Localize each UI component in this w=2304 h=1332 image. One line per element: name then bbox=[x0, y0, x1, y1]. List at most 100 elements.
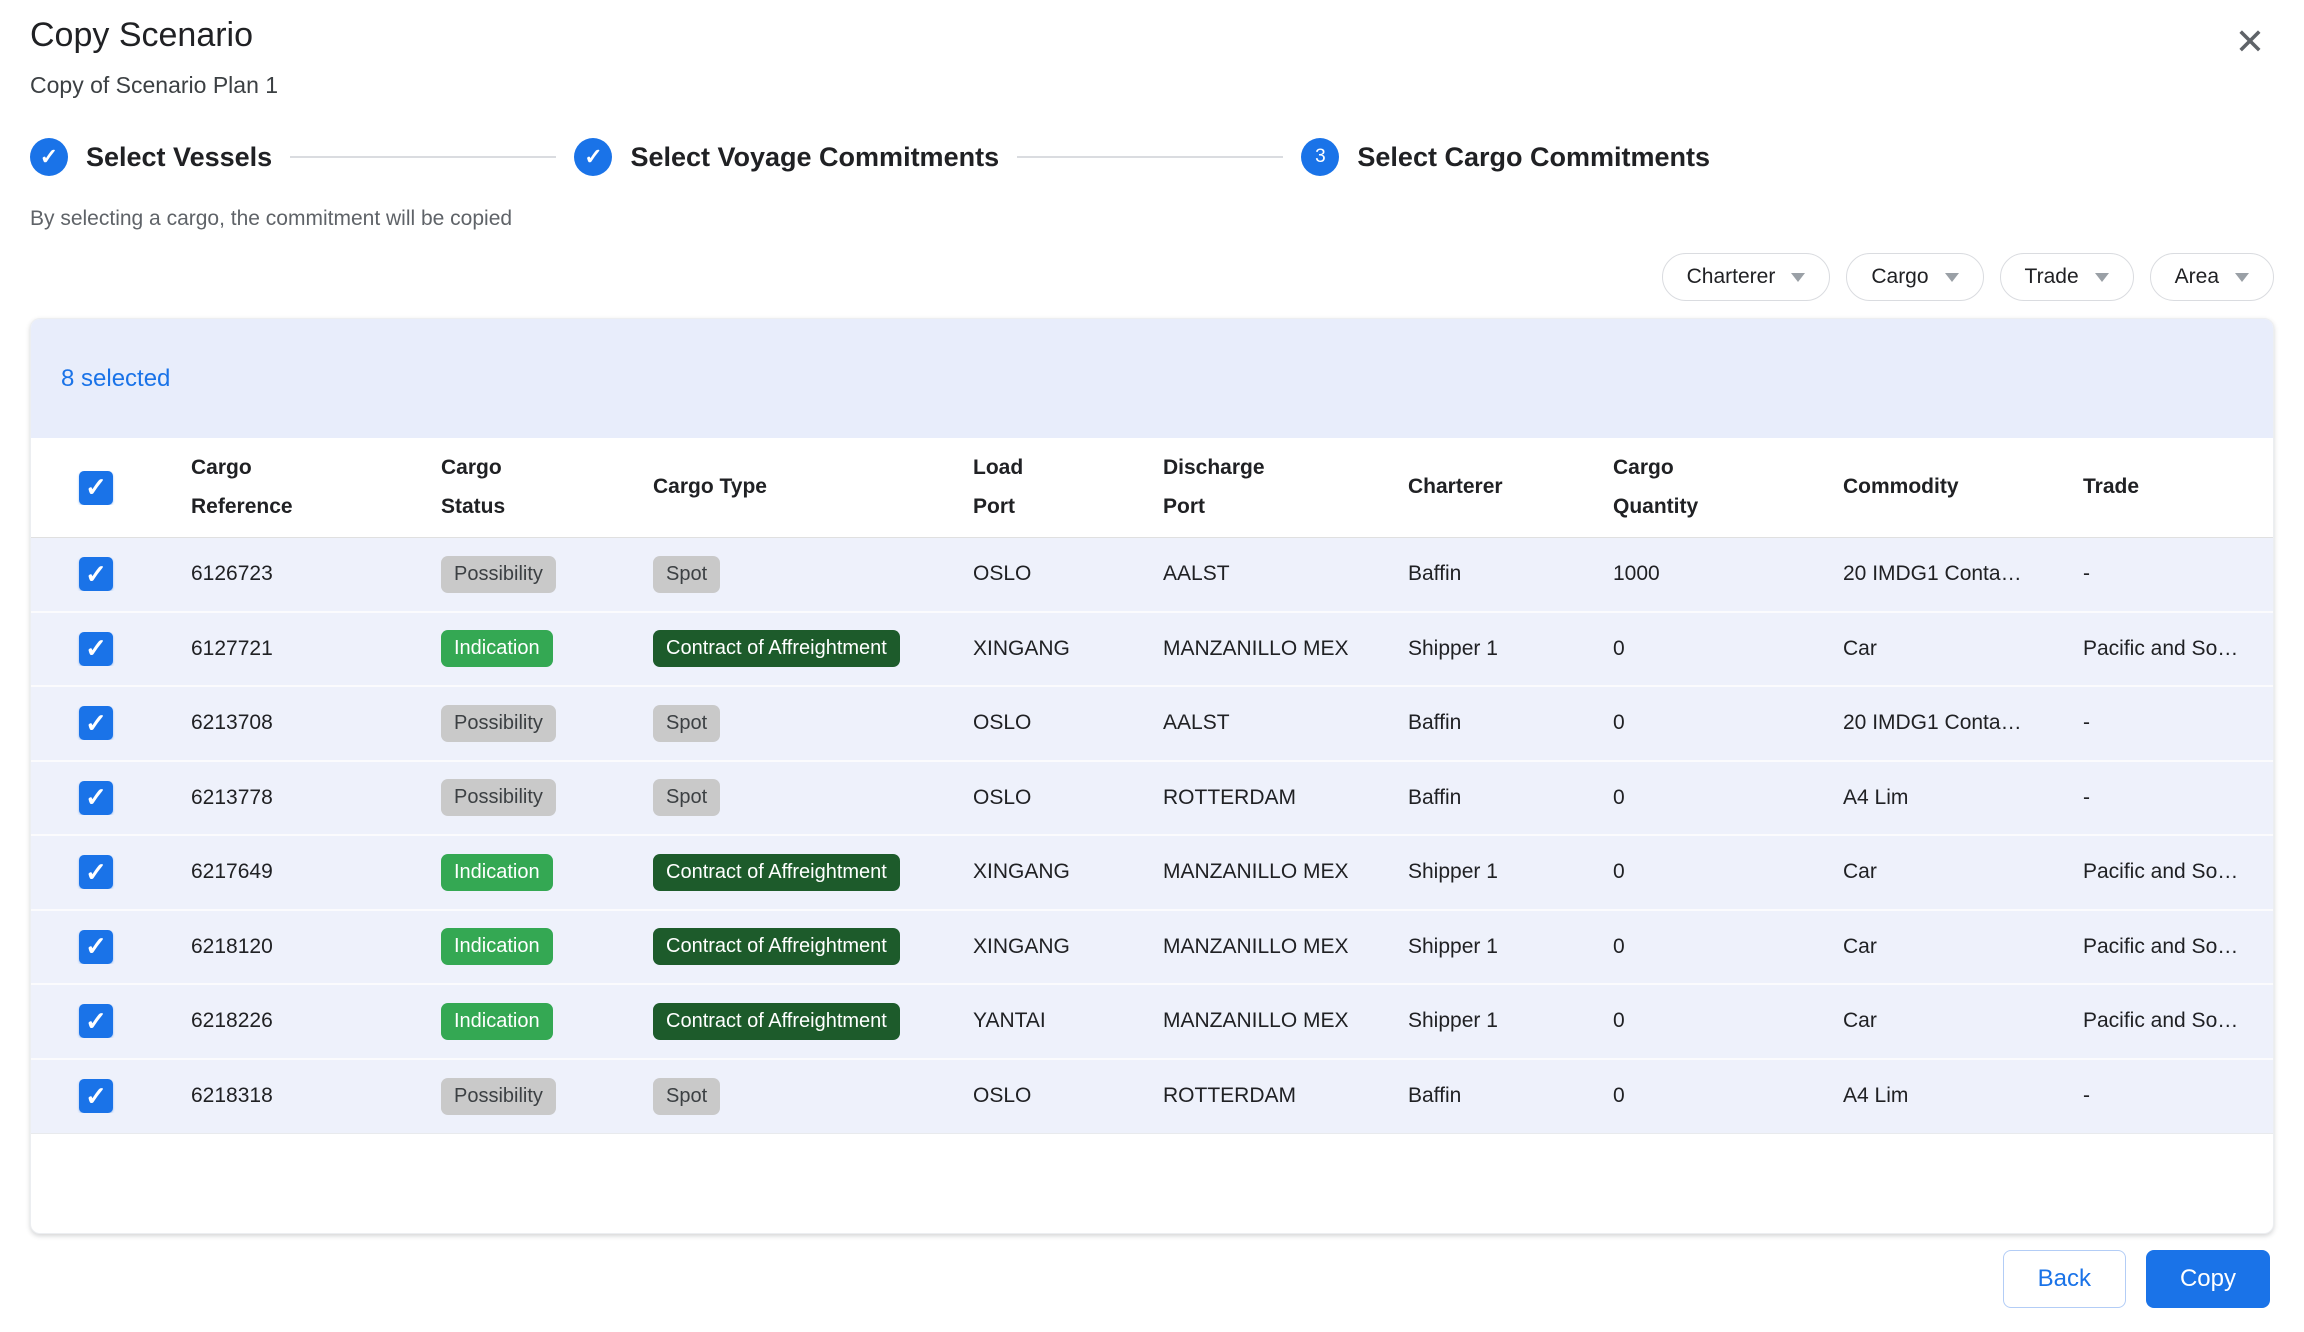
column-header-trade: Trade bbox=[2053, 468, 2273, 507]
cell-commodity: Car bbox=[1813, 860, 2053, 884]
column-header-cargo-type: Cargo Type bbox=[623, 468, 943, 507]
cargo-type-badge: Contract of Affreightment bbox=[653, 630, 900, 667]
row-checkbox[interactable]: ✓ bbox=[79, 855, 113, 889]
column-header-discharge-port: DischargePort bbox=[1133, 449, 1378, 527]
table-row[interactable]: ✓ 6218226 Indication Contract of Affreig… bbox=[31, 985, 2273, 1060]
cell-discharge-port: AALST bbox=[1133, 711, 1378, 735]
column-header-charterer: Charterer bbox=[1378, 468, 1583, 507]
cargo-status-badge: Possibility bbox=[441, 556, 556, 593]
cell-cargo-quantity: 1000 bbox=[1583, 562, 1813, 586]
cargo-status-badge: Possibility bbox=[441, 1078, 556, 1115]
cell-cargo-reference: 6217649 bbox=[161, 860, 411, 884]
check-icon: ✓ bbox=[85, 708, 107, 739]
cell-load-port: OSLO bbox=[943, 711, 1133, 735]
cargo-status-badge: Possibility bbox=[441, 705, 556, 742]
cell-commodity: 20 IMDG1 Conta… bbox=[1813, 562, 2053, 586]
cargo-type-badge: Spot bbox=[653, 1078, 720, 1115]
cargo-status-badge: Indication bbox=[441, 1003, 553, 1040]
cell-cargo-reference: 6218226 bbox=[161, 1009, 411, 1033]
filter-cargo[interactable]: Cargo bbox=[1846, 253, 1983, 301]
step-complete-circle: ✓ bbox=[574, 138, 612, 176]
filter-trade[interactable]: Trade bbox=[2000, 253, 2134, 301]
filter-label: Charterer bbox=[1687, 265, 1776, 289]
row-checkbox[interactable]: ✓ bbox=[79, 781, 113, 815]
cell-cargo-quantity: 0 bbox=[1583, 637, 1813, 661]
cargo-type-badge: Contract of Affreightment bbox=[653, 928, 900, 965]
chevron-down-icon bbox=[2095, 273, 2109, 282]
row-checkbox[interactable]: ✓ bbox=[79, 557, 113, 591]
chevron-down-icon bbox=[1791, 273, 1805, 282]
row-checkbox[interactable]: ✓ bbox=[79, 632, 113, 666]
chevron-down-icon bbox=[1945, 273, 1959, 282]
cell-trade: Pacific and So… bbox=[2053, 860, 2273, 884]
row-checkbox[interactable]: ✓ bbox=[79, 1004, 113, 1038]
cell-cargo-quantity: 0 bbox=[1583, 1084, 1813, 1108]
cell-commodity: Car bbox=[1813, 1009, 2053, 1033]
table-row[interactable]: ✓ 6127721 Indication Contract of Affreig… bbox=[31, 613, 2273, 688]
cell-cargo-reference: 6127721 bbox=[161, 637, 411, 661]
table-row[interactable]: ✓ 6217649 Indication Contract of Affreig… bbox=[31, 836, 2273, 911]
cell-commodity: Car bbox=[1813, 935, 2053, 959]
step-select-voyage-commitments[interactable]: ✓ Select Voyage Commitments bbox=[574, 138, 999, 176]
cell-trade: - bbox=[2053, 562, 2273, 586]
check-icon: ✓ bbox=[40, 144, 58, 170]
cell-charterer: Baffin bbox=[1378, 1084, 1583, 1108]
step-label: Select Cargo Commitments bbox=[1357, 142, 1710, 173]
cell-load-port: XINGANG bbox=[943, 860, 1133, 884]
cargo-type-badge: Spot bbox=[653, 556, 720, 593]
column-header-cargo-status: CargoStatus bbox=[411, 449, 623, 527]
step-number-circle: 3 bbox=[1301, 138, 1339, 176]
copy-button[interactable]: Copy bbox=[2146, 1250, 2270, 1308]
cell-load-port: OSLO bbox=[943, 562, 1133, 586]
cell-discharge-port: ROTTERDAM bbox=[1133, 1084, 1378, 1108]
cell-cargo-quantity: 0 bbox=[1583, 1009, 1813, 1033]
check-icon: ✓ bbox=[85, 633, 107, 664]
back-button[interactable]: Back bbox=[2003, 1250, 2126, 1308]
close-icon[interactable]: ✕ bbox=[2228, 20, 2272, 64]
row-checkbox[interactable]: ✓ bbox=[79, 930, 113, 964]
table-row[interactable]: ✓ 6218120 Indication Contract of Affreig… bbox=[31, 911, 2273, 986]
cell-discharge-port: ROTTERDAM bbox=[1133, 786, 1378, 810]
table-row[interactable]: ✓ 6126723 Possibility Spot OSLO AALST Ba… bbox=[31, 538, 2273, 613]
table-header-row: ✓ CargoReference CargoStatus Cargo Type … bbox=[31, 438, 2273, 538]
table-row[interactable]: ✓ 6213778 Possibility Spot OSLO ROTTERDA… bbox=[31, 762, 2273, 837]
step-label: Select Voyage Commitments bbox=[630, 142, 999, 173]
filter-charterer[interactable]: Charterer bbox=[1662, 253, 1831, 301]
row-checkbox[interactable]: ✓ bbox=[79, 1079, 113, 1113]
filter-area[interactable]: Area bbox=[2150, 253, 2274, 301]
cell-cargo-reference: 6126723 bbox=[161, 562, 411, 586]
check-icon: ✓ bbox=[584, 144, 602, 170]
step-complete-circle: ✓ bbox=[30, 138, 68, 176]
filter-label: Area bbox=[2175, 265, 2219, 289]
table-row[interactable]: ✓ 6218318 Possibility Spot OSLO ROTTERDA… bbox=[31, 1060, 2273, 1135]
select-all-checkbox[interactable]: ✓ bbox=[79, 471, 113, 505]
table-row[interactable]: ✓ 6213708 Possibility Spot OSLO AALST Ba… bbox=[31, 687, 2273, 762]
cell-charterer: Shipper 1 bbox=[1378, 935, 1583, 959]
cell-trade: Pacific and So… bbox=[2053, 935, 2273, 959]
step-number: 3 bbox=[1315, 146, 1326, 168]
cargo-status-badge: Indication bbox=[441, 854, 553, 891]
cell-commodity: A4 Lim bbox=[1813, 786, 2053, 810]
step-select-vessels[interactable]: ✓ Select Vessels bbox=[30, 138, 272, 176]
cargo-type-badge: Contract of Affreightment bbox=[653, 1003, 900, 1040]
cell-charterer: Shipper 1 bbox=[1378, 1009, 1583, 1033]
check-icon: ✓ bbox=[85, 857, 107, 888]
check-icon: ✓ bbox=[85, 1006, 107, 1037]
cell-cargo-reference: 6218120 bbox=[161, 935, 411, 959]
cell-commodity: 20 IMDG1 Conta… bbox=[1813, 711, 2053, 735]
cell-trade: Pacific and So… bbox=[2053, 637, 2273, 661]
chevron-down-icon bbox=[2235, 273, 2249, 282]
cell-trade: - bbox=[2053, 711, 2273, 735]
row-checkbox[interactable]: ✓ bbox=[79, 706, 113, 740]
stepper-connector bbox=[1017, 156, 1283, 159]
column-header-load-port: LoadPort bbox=[943, 449, 1133, 527]
cell-trade: Pacific and So… bbox=[2053, 1009, 2273, 1033]
step-select-cargo-commitments[interactable]: 3 Select Cargo Commitments bbox=[1301, 138, 1710, 176]
check-icon: ✓ bbox=[85, 931, 107, 962]
column-header-cargo-reference: CargoReference bbox=[161, 449, 411, 527]
cell-cargo-reference: 6218318 bbox=[161, 1084, 411, 1108]
filter-label: Cargo bbox=[1871, 265, 1928, 289]
cell-load-port: XINGANG bbox=[943, 935, 1133, 959]
selected-count: 8 selected bbox=[61, 365, 170, 393]
cell-commodity: Car bbox=[1813, 637, 2053, 661]
